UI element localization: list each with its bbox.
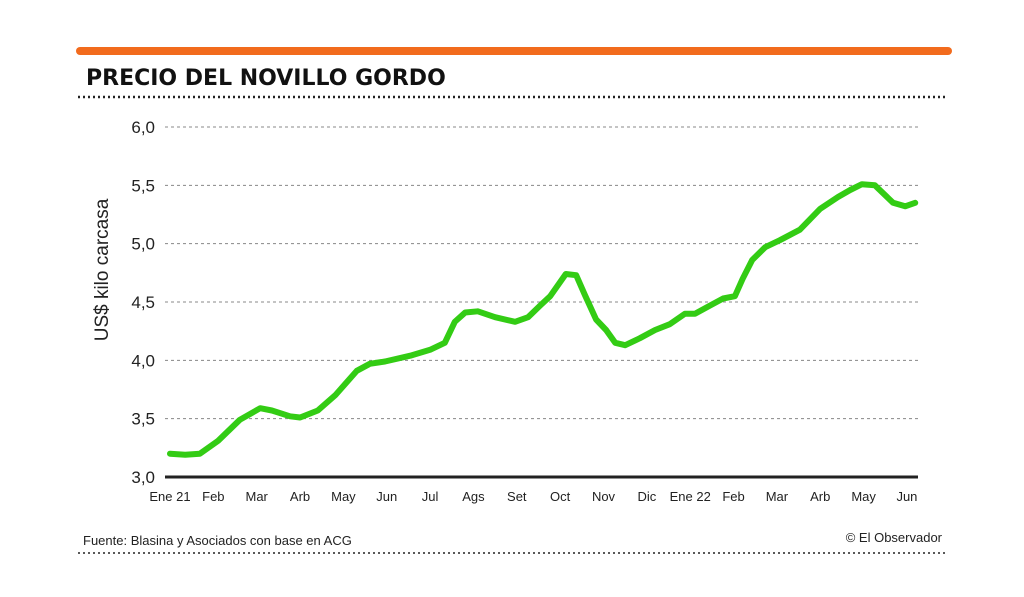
x-tick-label: Ene 21: [149, 489, 190, 504]
x-tick-label: Feb: [202, 489, 224, 504]
x-tick-label: May: [851, 489, 876, 504]
x-tick-label: Dic: [637, 489, 656, 504]
y-tick-label: 4,5: [131, 293, 155, 312]
source-note: Fuente: Blasina y Asociados con base en …: [83, 533, 352, 548]
x-tick-label: May: [331, 489, 356, 504]
x-tick-label: Ags: [462, 489, 485, 504]
credit-note: © El Observador: [846, 530, 943, 545]
x-tick-label: Jun: [896, 489, 917, 504]
x-tick-label: Nov: [592, 489, 616, 504]
y-tick-label: 3,0: [131, 468, 155, 487]
series-line: [167, 181, 919, 458]
y-tick-label: 5,5: [131, 176, 155, 195]
x-tick-label: Jul: [422, 489, 439, 504]
y-tick-label: 5,0: [131, 235, 155, 254]
y-tick-label: 3,5: [131, 410, 155, 429]
x-tick-label: Mar: [766, 489, 789, 504]
x-tick-label: Arb: [290, 489, 310, 504]
x-tick-label: Oct: [550, 489, 571, 504]
x-tick-label: Set: [507, 489, 527, 504]
x-tick-label: Arb: [810, 489, 830, 504]
x-tick-label: Ene 22: [670, 489, 711, 504]
x-tick-label: Feb: [722, 489, 744, 504]
y-tick-label: 6,0: [131, 118, 155, 137]
chart-title: PRECIO DEL NOVILLO GORDO: [86, 66, 446, 91]
x-tick-label: Jun: [376, 489, 397, 504]
accent-bar: [76, 47, 952, 55]
y-tick-label: 4,0: [131, 351, 155, 370]
y-axis-label: US$ kilo carcasa: [92, 198, 113, 341]
x-tick-label: Mar: [246, 489, 269, 504]
